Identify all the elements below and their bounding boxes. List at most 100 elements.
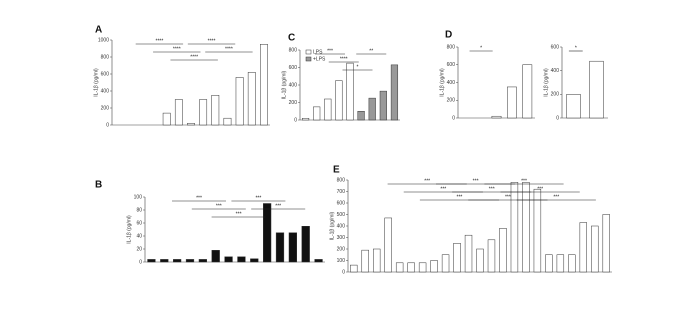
bar: [441, 254, 450, 273]
bar: [390, 64, 399, 121]
y-tick-label: 600: [337, 200, 346, 206]
sig-label: *: [480, 45, 482, 51]
bar: [199, 99, 208, 126]
bar: [275, 232, 285, 263]
bar: [223, 117, 232, 126]
bar: [491, 115, 502, 119]
bar: [379, 90, 387, 121]
bar: [350, 264, 358, 273]
bar: [602, 214, 610, 273]
bar: [185, 259, 195, 263]
y-tick-label: 200: [447, 98, 456, 104]
y-tick-label: 1000: [98, 37, 109, 43]
sig-label: ***: [537, 186, 543, 192]
y-tick-label: 0: [294, 117, 297, 123]
sig-label: ***: [457, 194, 463, 200]
y-axis-label: IL-1β (pg/ml): [329, 211, 335, 240]
y-axis-label: IL-1β (pg/ml): [543, 68, 549, 97]
bar: [335, 80, 343, 121]
sig-label: ***: [255, 195, 261, 201]
y-tick-label: 80: [136, 207, 142, 213]
bar: [260, 44, 268, 126]
bar: [173, 259, 182, 263]
bar: [361, 249, 369, 273]
panel-letter: E: [333, 165, 340, 176]
bar: [507, 86, 517, 119]
y-tick-label: 500: [337, 212, 346, 218]
bar: [487, 239, 496, 273]
bar: [288, 232, 297, 263]
sig-label: ****: [340, 56, 348, 62]
sig-label: ***: [327, 48, 333, 54]
y-tick-label: 800: [101, 54, 110, 60]
bar: [589, 60, 604, 119]
bar: [476, 248, 484, 273]
sig-label: ****: [225, 46, 233, 52]
bar: [160, 259, 169, 263]
panel-letter: C: [288, 33, 295, 44]
y-tick-label: 100: [337, 258, 346, 264]
sig-label: ***: [521, 178, 527, 184]
sig-label: ***: [553, 194, 559, 200]
y-tick-label: 0: [452, 115, 455, 121]
y-tick-label: 600: [447, 62, 456, 68]
panel-letter: D: [445, 30, 452, 41]
y-tick-label: 200: [337, 246, 346, 252]
bar: [510, 182, 519, 273]
legend-label: +LPS: [313, 56, 326, 62]
bar: [211, 250, 220, 263]
bar: [235, 77, 244, 126]
y-tick-label: 0: [106, 122, 109, 128]
bar: [499, 228, 507, 273]
sig-label: **: [369, 48, 373, 54]
y-tick-label: 400: [289, 82, 298, 88]
y-tick-label: 800: [447, 44, 456, 50]
bar: [250, 258, 259, 263]
bar: [556, 254, 565, 273]
y-tick-label: 400: [551, 68, 560, 74]
bar: [313, 106, 321, 121]
y-tick-label: 20: [136, 246, 142, 252]
bar: [395, 262, 404, 273]
y-tick-label: 300: [337, 235, 346, 241]
sig-label: ***: [440, 186, 446, 192]
bar: [591, 225, 599, 273]
sig-label: ***: [196, 195, 202, 201]
y-tick-label: 0: [556, 115, 559, 121]
bar: [224, 256, 233, 263]
y-tick-label: 600: [551, 44, 560, 50]
y-axis-label: IL-1β (pg/ml): [439, 68, 445, 97]
bar: [162, 112, 171, 126]
bar: [263, 203, 272, 263]
sig-label: ***: [216, 203, 222, 209]
panel-letter: A: [95, 25, 102, 36]
legend-swatch: [305, 49, 312, 55]
y-tick-label: 800: [289, 47, 298, 53]
y-tick-label: 200: [101, 105, 110, 111]
bar: [211, 95, 220, 126]
y-tick-label: 400: [101, 88, 110, 94]
sig-label: ****: [208, 38, 216, 44]
bar: [247, 72, 256, 126]
bar: [430, 260, 438, 273]
bar: [522, 64, 533, 119]
sig-label: *: [357, 64, 359, 70]
y-tick-label: 0: [139, 259, 142, 265]
bar: [346, 62, 354, 121]
y-tick-label: 60: [136, 220, 142, 226]
bar: [187, 123, 195, 126]
bar: [301, 118, 310, 121]
bar: [579, 222, 587, 273]
sig-label: ***: [489, 186, 495, 192]
legend-label: LPS: [313, 49, 323, 55]
sig-label: ***: [424, 178, 430, 184]
bar: [373, 248, 381, 273]
sig-label: ***: [236, 211, 242, 217]
y-tick-label: 40: [136, 233, 142, 239]
y-tick-label: 400: [447, 80, 456, 86]
sig-label: ***: [505, 194, 511, 200]
bar: [566, 94, 581, 119]
bar: [568, 254, 576, 273]
bar: [522, 182, 530, 273]
